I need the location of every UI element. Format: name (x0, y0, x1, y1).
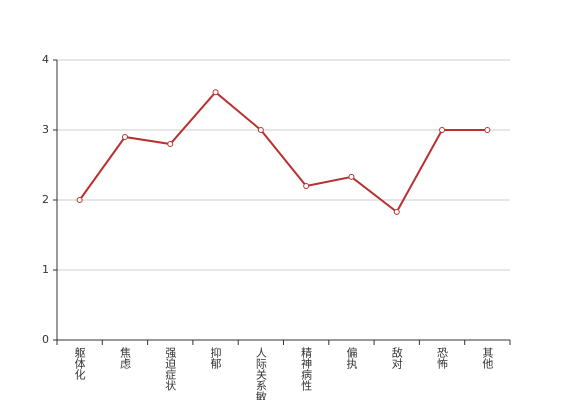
x-tick-label: 人际关系敏感 (254, 347, 267, 400)
x-tick-label: 其他 (481, 347, 494, 369)
point (212, 89, 219, 96)
point (348, 173, 355, 180)
point (257, 127, 264, 133)
point (76, 197, 83, 203)
point (439, 127, 446, 133)
y-tick-label: 2 (42, 193, 49, 206)
point (167, 141, 174, 147)
x-tick-label: 躯体化 (73, 347, 86, 381)
y-tick-label: 3 (42, 123, 49, 136)
y-tick-label: 4 (42, 53, 49, 66)
y-tick-label: 1 (42, 263, 49, 276)
x-tick-label: 敌对 (390, 346, 403, 369)
x-tick-label: 精神病性 (300, 347, 313, 392)
point (303, 183, 310, 189)
point (484, 127, 491, 133)
x-tick-label: 焦虑 (118, 347, 131, 369)
x-tick-label: 恐怖 (436, 347, 449, 369)
y-tick-label: 0 (42, 333, 49, 346)
point (121, 134, 128, 140)
x-tick-label: 偏执 (345, 346, 358, 370)
point (393, 208, 400, 215)
x-tick-label: 强迫症状 (164, 347, 177, 391)
line (78, 90, 488, 214)
x-tick-label: 抑郁 (209, 346, 222, 369)
